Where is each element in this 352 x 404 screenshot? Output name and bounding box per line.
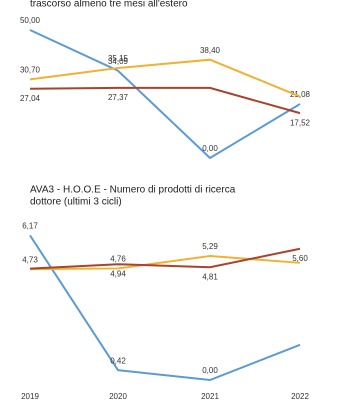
data-label: 0,42 (110, 356, 126, 365)
data-label: 17,52 (290, 118, 311, 127)
chart-title: trascorso almeno tre mesi all'estero (30, 0, 188, 10)
line (29, 29, 301, 160)
x-tick-label: 2019 (21, 392, 39, 401)
data-label: 0,00 (202, 144, 218, 153)
data-label: 0,00 (202, 366, 218, 375)
line (29, 247, 301, 270)
chart-title: dottore (ultimi 3 cicli) (30, 197, 122, 208)
data-label: 6,17 (22, 222, 38, 231)
line (29, 58, 301, 98)
data-label: 4,81 (202, 272, 218, 281)
data-label: 34,09 (108, 57, 129, 66)
line (29, 86, 301, 115)
data-label: 38,40 (200, 46, 221, 55)
data-label: 27,37 (108, 93, 129, 102)
data-label: 35,15 (108, 54, 129, 63)
data-label: 21,08 (290, 90, 311, 99)
data-label: 4,73 (22, 255, 38, 264)
data-label: 5,60 (292, 254, 308, 263)
data-label: 4,94 (110, 269, 126, 278)
x-tick-label: 2020 (109, 392, 127, 401)
x-tick-label: 2021 (201, 392, 219, 401)
chart-title: AVA3 - H.O.O.E - Numero di prodotti di r… (30, 185, 236, 196)
data-label: 4,76 (110, 255, 126, 264)
line (29, 234, 301, 382)
line (29, 255, 301, 271)
x-tick-label: 2022 (291, 392, 309, 401)
data-label: 5,29 (202, 242, 218, 251)
data-label: 50,00 (20, 16, 41, 25)
data-label: 30,70 (20, 66, 41, 75)
data-label: 27,04 (20, 94, 41, 103)
